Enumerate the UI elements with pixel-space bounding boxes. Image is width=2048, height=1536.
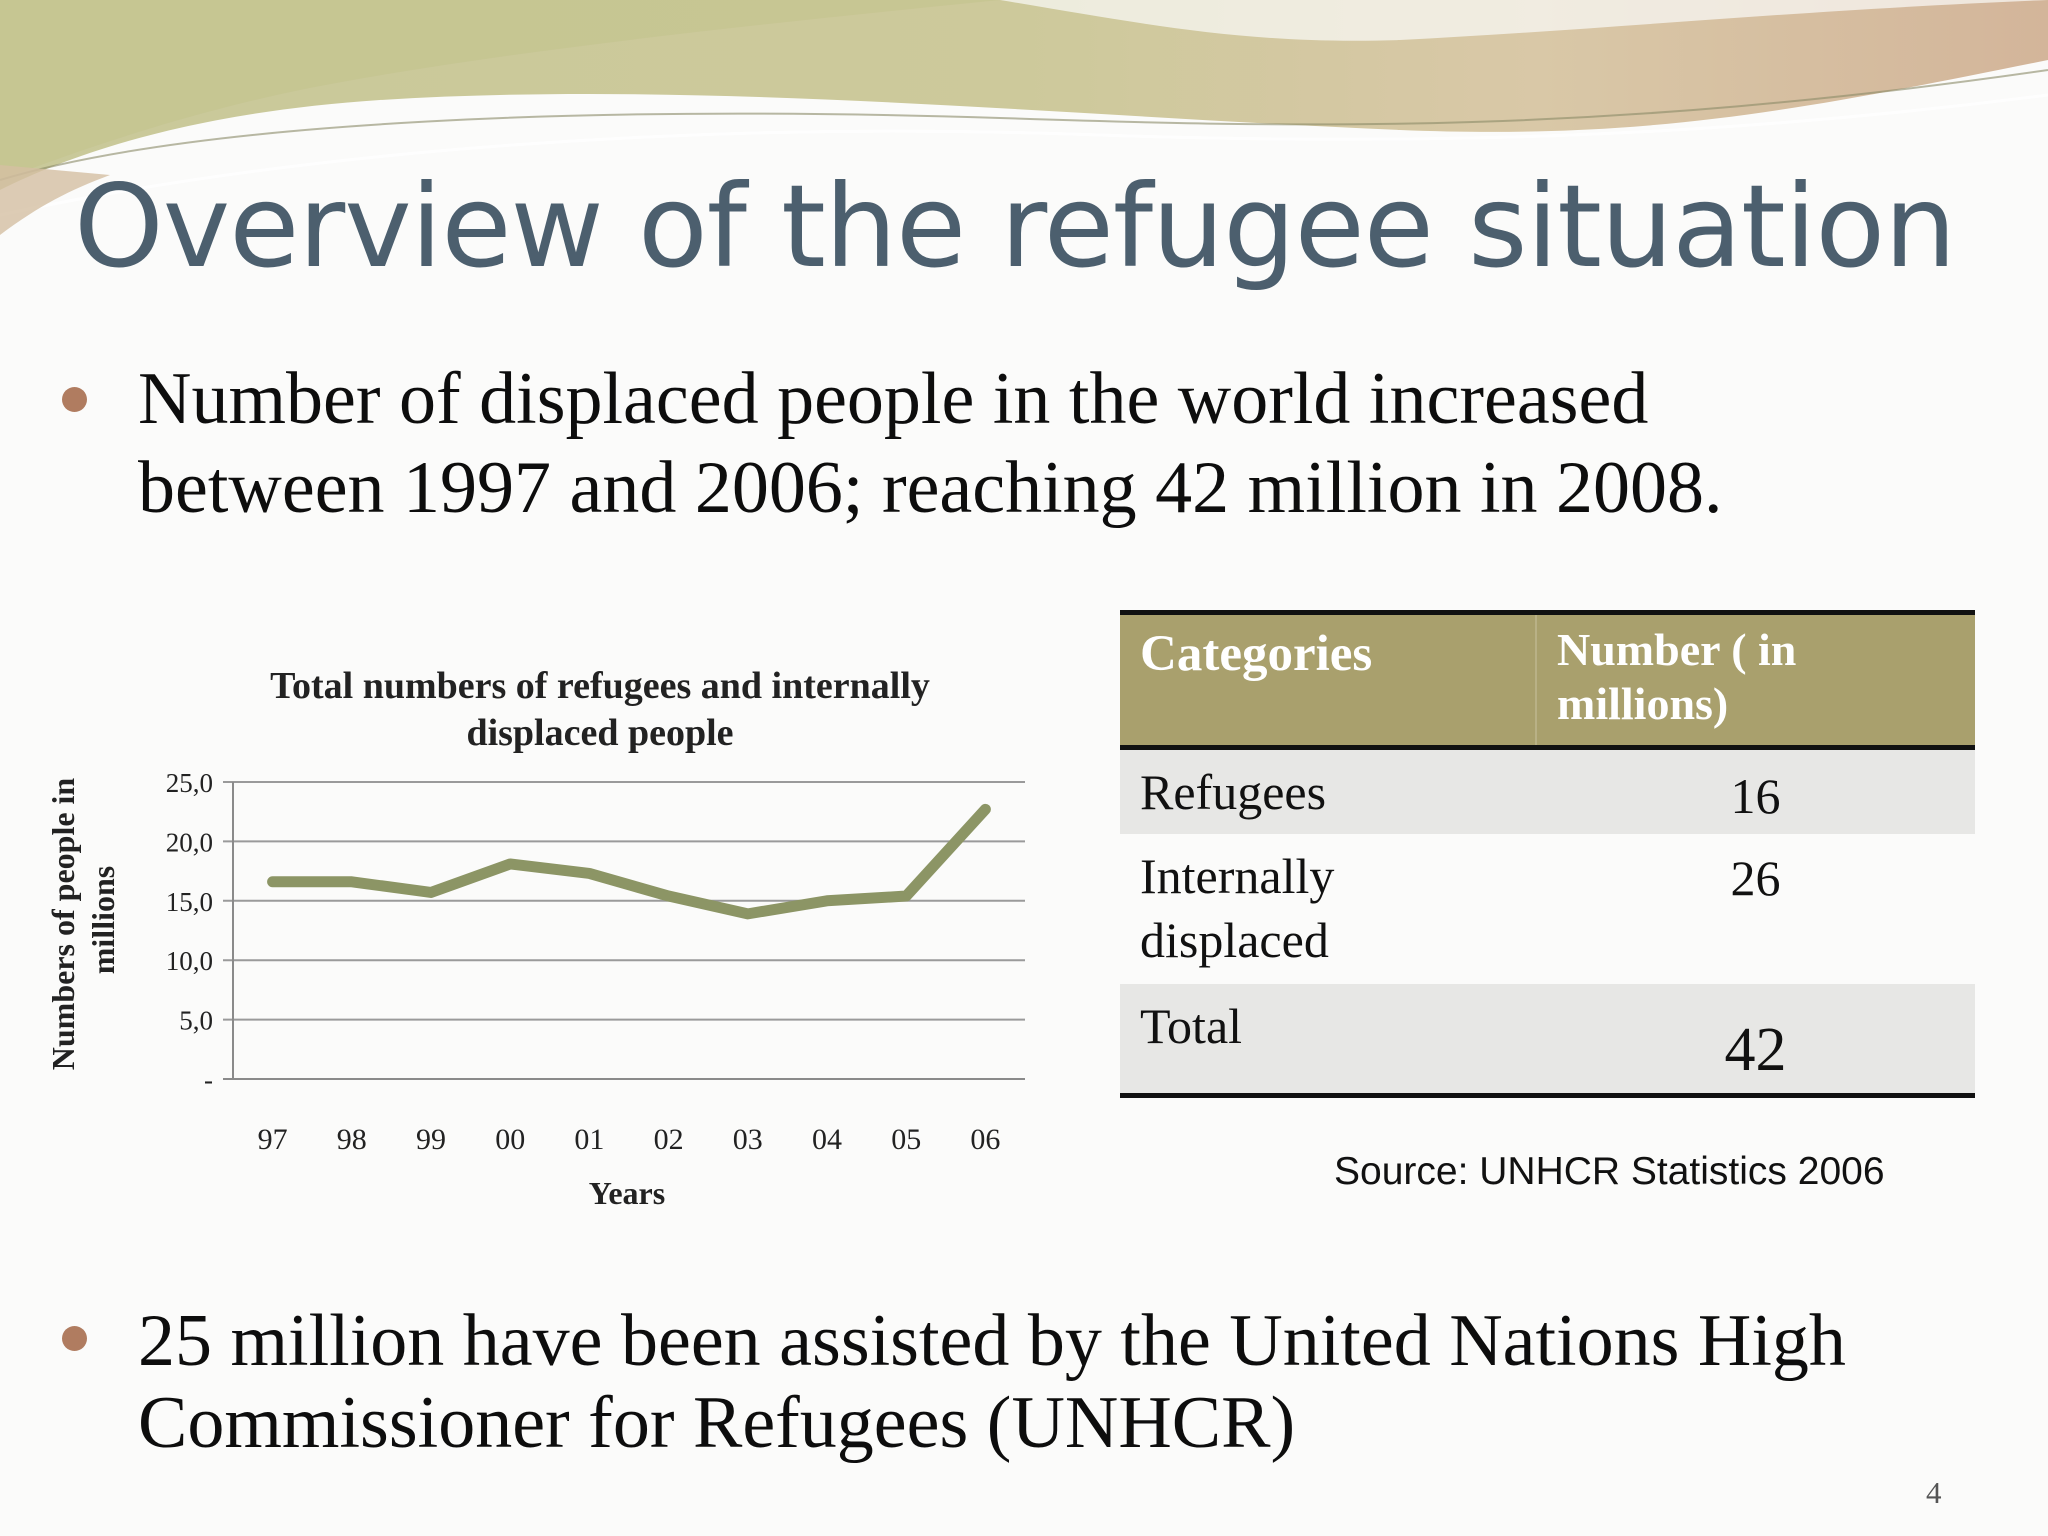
table-cell-number: 42 (1536, 983, 1975, 1096)
y-tick-label: 10,0 (166, 946, 213, 976)
x-tick-label: 06 (970, 1123, 1000, 1156)
table-header-number: Number ( in millions) (1535, 612, 1975, 750)
data-point (665, 893, 672, 900)
page-number: 4 (1926, 1475, 1942, 1510)
table-row: Refugees 16 (1120, 747, 1975, 834)
chart-y-ticks: - 5,0 10,0 15,0 20,0 25,0 (166, 768, 213, 1095)
bullet-dot-icon (62, 1326, 87, 1351)
table-header-categories: Categories (1120, 612, 1536, 750)
table-cell-number: 26 (1730, 849, 1781, 906)
data-point (269, 878, 276, 885)
data-point (744, 910, 751, 917)
x-axis-label: Years (589, 1175, 665, 1211)
table-cell-number: 16 (1536, 747, 1975, 834)
table-row: Total 42 (1120, 983, 1975, 1096)
bullet-line: between 1997 and 2006; reaching 42 milli… (138, 447, 1723, 529)
bullet-dot-icon (62, 387, 87, 412)
chart-x-ticks: 97 98 99 00 01 02 03 04 05 06 (258, 1123, 1001, 1156)
chart-series (267, 803, 991, 920)
x-tick-label: 04 (812, 1123, 842, 1156)
x-tick-label: 02 (654, 1123, 684, 1156)
chart-gridlines (223, 781, 1025, 1080)
x-tick-label: 00 (495, 1123, 525, 1156)
bullet-line: Number of displaced people in the world … (138, 358, 1649, 440)
slide-title: Overview of the refugee situation (74, 160, 1956, 293)
y-axis-label-line: Numbers of people in (45, 778, 81, 1071)
y-axis-label: Numbers of people in millions (45, 770, 121, 1070)
x-tick-label: 97 (258, 1123, 288, 1156)
bullet-line: 25 million have been assisted by the Uni… (138, 1300, 1846, 1382)
data-point (982, 806, 989, 813)
x-tick-label: 99 (416, 1123, 446, 1156)
y-tick-label: 15,0 (166, 887, 213, 917)
y-tick-label: 20,0 (166, 827, 213, 857)
y-tick-label: 25,0 (166, 768, 213, 798)
table-row: Internally displaced 26 (1120, 834, 1975, 984)
y-tick-label: - (204, 1065, 213, 1095)
data-point (586, 870, 593, 877)
x-tick-label: 98 (337, 1123, 367, 1156)
source-note: Source: UNHCR Statistics 2006 (1334, 1150, 1885, 1193)
y-axis-label-line: millions (85, 866, 121, 974)
table-cell-category: Refugees (1120, 747, 1536, 834)
data-point (428, 889, 434, 896)
x-tick-label: 01 (574, 1123, 604, 1156)
data-point (903, 893, 910, 900)
chart-title-line: displaced people (466, 712, 733, 754)
data-point (348, 878, 355, 885)
data-point (507, 860, 514, 867)
table-cell-category: Total (1120, 983, 1536, 1096)
y-tick-label: 5,0 (179, 1006, 213, 1036)
x-tick-label: 03 (733, 1123, 763, 1156)
line-chart: Total numbers of refugees and internally… (45, 665, 1025, 1211)
table-cell-category: Internally displaced (1140, 847, 1335, 968)
bullet-line: Commissioner for Refugees (UNHCR) (138, 1382, 1296, 1464)
x-tick-label: 05 (891, 1123, 921, 1156)
header-decoration (0, 0, 2048, 235)
series-line (267, 803, 991, 920)
data-point (824, 897, 830, 904)
chart-title-line: Total numbers of refugees and internally (270, 665, 930, 707)
displaced-people-table: Categories Number ( in millions) Refugees… (1120, 610, 1975, 1098)
